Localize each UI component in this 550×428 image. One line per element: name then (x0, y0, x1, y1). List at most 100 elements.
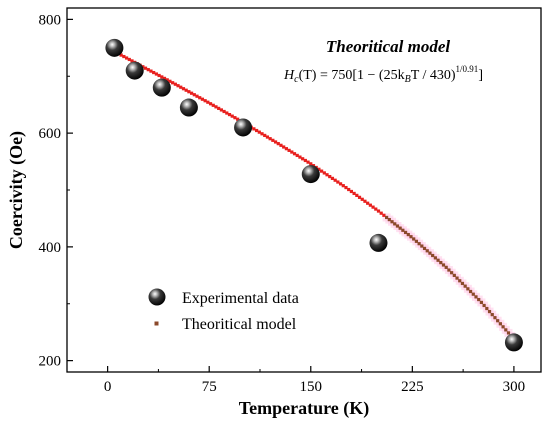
model-point (338, 182, 343, 186)
model-point (146, 68, 150, 72)
model-point (390, 220, 394, 224)
model-point (403, 230, 408, 235)
model-point (409, 235, 413, 239)
model-point (195, 94, 199, 98)
model-point (341, 184, 345, 188)
model-point (479, 300, 484, 305)
model-point (425, 249, 429, 253)
x-tick-label: 225 (401, 379, 424, 395)
model-point (219, 108, 223, 112)
model-point (441, 263, 446, 267)
model-point (393, 222, 397, 226)
model-point (412, 237, 416, 241)
data-points-layer (105, 38, 523, 352)
model-point (417, 242, 421, 246)
model-point (452, 273, 456, 278)
model-point (189, 91, 194, 95)
model-point (257, 130, 261, 134)
model-point (357, 195, 362, 199)
model-point (333, 178, 337, 182)
model-point (268, 137, 272, 141)
data-point (179, 98, 198, 117)
model-point (398, 226, 402, 230)
model-point (504, 328, 508, 332)
model-point (431, 253, 435, 258)
model-point (203, 99, 207, 103)
model-point (352, 191, 356, 196)
annotation-title: Theoritical model (326, 37, 450, 56)
model-point (366, 201, 370, 205)
model-point (395, 224, 400, 228)
model-point (271, 138, 275, 142)
y-axis-title: Coercivity (Oe) (6, 131, 27, 249)
model-point (463, 284, 467, 288)
model-point (263, 133, 267, 138)
model-point (236, 117, 240, 121)
model-point (179, 85, 183, 89)
model-point (330, 176, 335, 180)
model-point (287, 148, 291, 152)
data-point (369, 233, 388, 252)
data-point (234, 118, 253, 137)
y-tick-label: 600 (39, 126, 62, 142)
model-point (406, 232, 410, 237)
legend-label-model: Theoritical model (182, 316, 297, 333)
model-point (184, 88, 188, 92)
model-point (344, 185, 348, 190)
model-point (298, 155, 302, 159)
model-point (124, 56, 129, 60)
model-point (482, 303, 486, 308)
model-point (471, 292, 475, 296)
model-point (328, 174, 332, 179)
model-point (206, 100, 210, 104)
model-point (347, 187, 351, 192)
model-point (493, 316, 497, 320)
model-point (192, 93, 196, 97)
model-point (200, 97, 205, 101)
model-point (143, 66, 148, 70)
model-point (496, 319, 500, 323)
model-point (276, 142, 280, 146)
model-point (506, 331, 511, 335)
legend-marker-model (154, 321, 159, 326)
model-point (149, 69, 153, 73)
model-point (309, 162, 313, 166)
data-point (105, 38, 124, 57)
y-tick-label: 200 (39, 354, 62, 370)
data-point (125, 61, 144, 80)
model-point (265, 135, 270, 139)
model-point (227, 112, 232, 117)
model-point (303, 158, 307, 163)
model-point (374, 207, 378, 211)
model-point (468, 289, 473, 294)
model-point (122, 54, 126, 59)
model-point (458, 279, 462, 283)
model-point (225, 111, 229, 115)
x-tick-label: 0 (104, 379, 112, 395)
model-point (233, 116, 237, 120)
data-point (152, 78, 171, 97)
formula-exponent: 1/0.91 (456, 64, 479, 74)
model-point (490, 313, 494, 317)
model-point (498, 322, 502, 326)
formula-k-sub: B (405, 74, 411, 85)
model-point (387, 217, 391, 222)
legend-label-experimental: Experimental data (182, 290, 299, 307)
model-point (252, 127, 256, 131)
model-point (162, 76, 167, 80)
model-point (282, 145, 286, 149)
model-point (211, 103, 215, 107)
model-point (422, 246, 427, 251)
model-point (401, 228, 405, 232)
model-point (154, 72, 158, 76)
x-tick-label: 150 (300, 379, 323, 395)
y-tick-label: 800 (39, 12, 62, 28)
model-point (119, 53, 123, 57)
model-point (290, 150, 294, 154)
x-axis: 0 75 150 225 300 (104, 366, 525, 395)
model-point (295, 153, 299, 158)
data-point (504, 333, 523, 352)
formula-part1: (T) = 750[1 − (25k (299, 68, 405, 83)
model-point (376, 209, 381, 213)
